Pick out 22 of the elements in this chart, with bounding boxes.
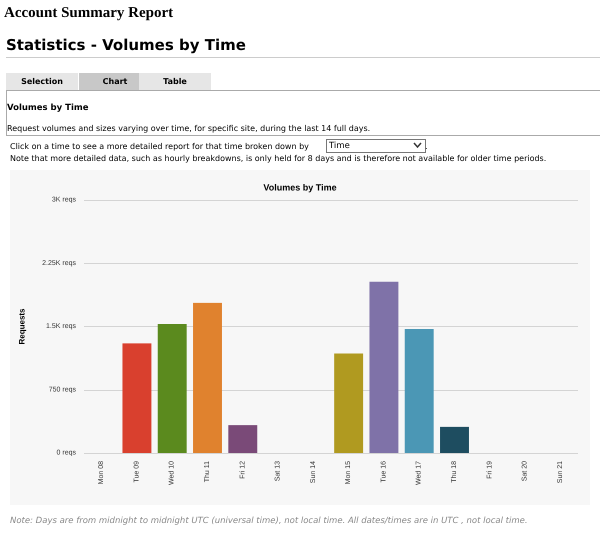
bar xyxy=(158,324,187,453)
bar xyxy=(369,282,398,453)
text: Chart xyxy=(79,73,151,91)
text: Request volumes and sizes varying over time, for specific site, during the last 14 full days. xyxy=(7,124,370,133)
bar xyxy=(122,343,152,453)
bar xyxy=(228,425,258,453)
text: Selection xyxy=(6,73,78,91)
bar xyxy=(193,302,222,453)
text: Statistics - Volumes by Time xyxy=(6,36,246,54)
text: . xyxy=(425,142,428,151)
bar xyxy=(404,329,434,453)
text: Account Summary Report xyxy=(4,5,174,22)
text: Click on a time to see a more detailed report for that time broken down by xyxy=(10,142,309,151)
text: Table xyxy=(139,73,211,91)
text: Volumes by Time xyxy=(7,103,88,113)
text: Note: Days are from midnight to midnight UTC (universal time), not local time. All dates/times are in UTC , not local time. xyxy=(10,516,528,526)
chart-title: Volumes by Time xyxy=(263,182,337,192)
dropdown-field: Time xyxy=(326,139,426,153)
bar xyxy=(334,353,364,453)
y-axis-title: Requests xyxy=(18,308,26,345)
bar xyxy=(440,426,469,453)
text: Note that more detailed data, such as hourly breakdowns, is only held for 8 days and is therefore not available for older time periods. xyxy=(10,154,546,163)
